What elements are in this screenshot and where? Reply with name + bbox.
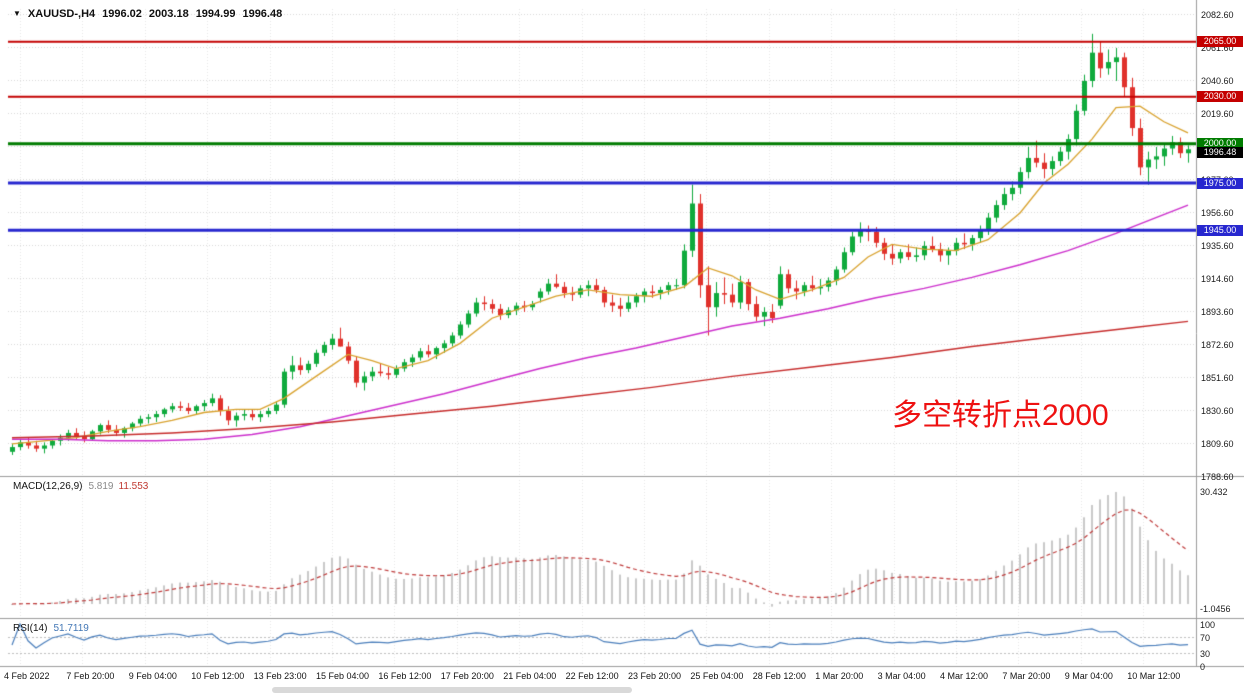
- price-axis-tick: 1893.60: [1201, 306, 1234, 317]
- ohlc-low-value: 1994.99: [195, 8, 236, 20]
- price-axis-tick: 1935.60: [1201, 240, 1234, 251]
- time-axis-label: 3 Mar 04:00: [877, 671, 926, 681]
- horizontal-scrollbar[interactable]: [272, 687, 632, 693]
- macd-name: MACD(12,26,9): [13, 481, 83, 492]
- macd-main-value: 5.819: [88, 481, 114, 492]
- rsi-name: RSI(14): [13, 623, 48, 634]
- price-axis-tick: 1809.60: [1201, 438, 1234, 449]
- price-axis-tick: 2061.60: [1201, 42, 1234, 53]
- time-axis-label: 9 Feb 04:00: [128, 671, 177, 681]
- ohlc-high-value: 2003.18: [148, 8, 189, 20]
- rsi-value: 51.7119: [53, 623, 89, 634]
- time-axis-label: 7 Mar 20:00: [1002, 671, 1051, 681]
- symbol-header: ▼ XAUUSD-,H4 1996.02 2003.18 1994.99 1996.48: [13, 8, 289, 20]
- time-axis-label: 25 Feb 04:00: [690, 671, 744, 681]
- time-axis-label: 28 Feb 12:00: [752, 671, 806, 681]
- time-axis-label: 10 Mar 12:00: [1127, 671, 1181, 681]
- time-axis-label: 16 Feb 12:00: [378, 671, 432, 681]
- symbol-timeframe-label: XAUUSD-,H4: [27, 8, 96, 20]
- time-axis-label: 13 Feb 23:00: [253, 671, 307, 681]
- time-axis-label: 9 Mar 04:00: [1064, 671, 1113, 681]
- price-line-tag-2000.00[interactable]: 2000.00: [1197, 138, 1243, 150]
- time-axis-label: 22 Feb 12:00: [565, 671, 619, 681]
- time-axis-label: 4 Feb 2022: [4, 671, 50, 681]
- current-price-tag: 1996.48: [1197, 146, 1243, 158]
- time-axis-label: 4 Mar 12:00: [940, 671, 989, 681]
- time-axis-label: 15 Feb 04:00: [316, 671, 370, 681]
- macd-indicator-label: MACD(12,26,9) 5.819 11.553: [13, 481, 148, 492]
- rsi-axis-label-30: 30: [1200, 649, 1211, 660]
- price-axis-tick: 1872.60: [1201, 339, 1234, 350]
- time-axis-label: 10 Feb 12:00: [191, 671, 245, 681]
- price-axis-tick: 1914.60: [1201, 273, 1234, 284]
- chart-annotation[interactable]: 多空转折点2000: [892, 399, 1109, 432]
- macd-axis-max-label: 30.432: [1200, 487, 1228, 497]
- ohlc-close-value: 1996.48: [242, 8, 283, 20]
- price-line-tag-1975.00[interactable]: 1975.00: [1197, 177, 1243, 189]
- ohlc-open-value: 1996.02: [102, 8, 142, 20]
- macd-axis-min-label: -1.0456: [1200, 603, 1231, 614]
- price-axis-tick: 1956.60: [1201, 207, 1234, 218]
- rsi-axis-label-70: 70: [1200, 632, 1211, 643]
- rsi-axis-label-100: 100: [1200, 620, 1216, 630]
- macd-signal-value: 11.553: [118, 481, 149, 492]
- price-axis-tick: 1830.60: [1201, 405, 1234, 416]
- price-line-tag-2065.00[interactable]: 2065.00: [1197, 36, 1243, 48]
- price-axis-tick: 2019.60: [1201, 108, 1234, 119]
- rsi-axis-label-0: 0: [1200, 662, 1206, 672]
- price-axis-tick: 2040.60: [1201, 75, 1234, 86]
- time-axis-label: 17 Feb 20:00: [440, 671, 494, 681]
- price-line-tag-1945.00[interactable]: 1945.00: [1197, 224, 1243, 236]
- time-axis-label: 1 Mar 20:00: [815, 671, 864, 681]
- price-axis-tick: 1851.60: [1201, 372, 1234, 383]
- collapse-ohlc-icon[interactable]: ▼: [13, 9, 21, 18]
- rsi-indicator-label: RSI(14) 51.7119: [13, 623, 89, 634]
- time-axis-label: 7 Feb 20:00: [66, 671, 115, 681]
- price-axis-tick: 2082.60: [1201, 9, 1234, 20]
- price-line-tag-2030.00[interactable]: 2030.00: [1197, 91, 1243, 103]
- time-axis-label: 21 Feb 04:00: [503, 671, 557, 681]
- time-axis-label: 23 Feb 20:00: [628, 671, 682, 681]
- price-axis-tick: 1788.60: [1201, 471, 1234, 482]
